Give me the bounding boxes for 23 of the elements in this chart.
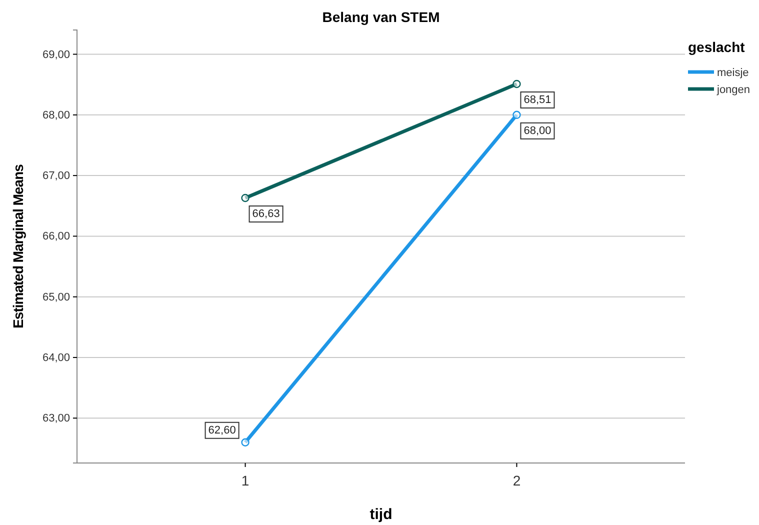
data-label: 66,63 bbox=[252, 208, 280, 220]
point bbox=[241, 194, 250, 202]
y-tick-label: 66,00 bbox=[42, 230, 70, 243]
point bbox=[241, 438, 250, 446]
legend-title: geslacht bbox=[688, 39, 746, 55]
legend-label: jongen bbox=[716, 84, 750, 96]
y-tick-label: 68,00 bbox=[42, 109, 70, 122]
point bbox=[512, 110, 521, 119]
data-label: 62,60 bbox=[208, 424, 236, 436]
y-axis-title: Estimated Marginal Means bbox=[10, 164, 26, 328]
x-tick-label: 1 bbox=[241, 472, 250, 488]
x-tick-label: 2 bbox=[512, 472, 521, 488]
point bbox=[512, 80, 521, 88]
y-tick-label: 64,00 bbox=[42, 352, 70, 364]
y-tick-label: 63,00 bbox=[42, 412, 70, 425]
x-axis-title: tijd bbox=[370, 506, 392, 523]
legend-label: meisje bbox=[717, 67, 749, 79]
chart-title: Belang van STEM bbox=[322, 9, 440, 25]
data-label: 68,51 bbox=[524, 94, 552, 106]
y-tick-label: 65,00 bbox=[42, 291, 70, 304]
data-label: 68,00 bbox=[524, 124, 552, 137]
y-tick-label: 69,00 bbox=[42, 48, 70, 61]
y-tick-label: 67,00 bbox=[42, 170, 70, 182]
